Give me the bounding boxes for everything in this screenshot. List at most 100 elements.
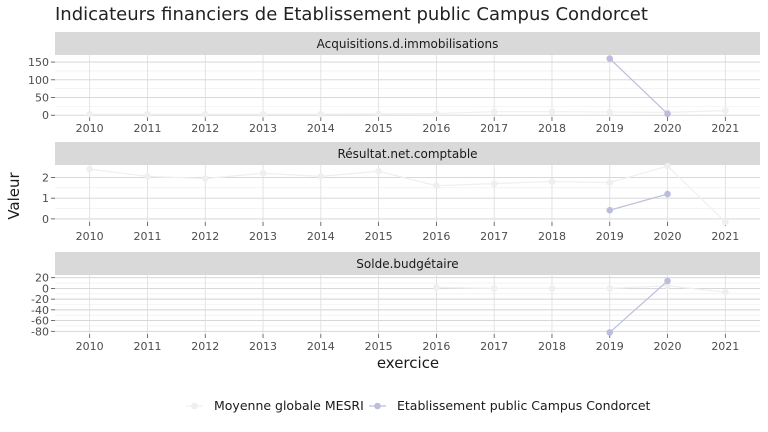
x-tick-label: 2011 xyxy=(133,230,161,243)
y-tick-label: 20 xyxy=(35,272,49,285)
x-tick-label: 2019 xyxy=(596,122,624,135)
legend-label: Moyenne globale MESRI xyxy=(214,398,364,413)
facet-strip xyxy=(55,252,760,275)
data-point xyxy=(259,110,267,118)
x-tick-label: 2013 xyxy=(249,340,277,353)
x-tick-label: 2021 xyxy=(711,340,739,353)
x-tick-label: 2016 xyxy=(422,122,450,135)
x-tick-label: 2016 xyxy=(422,340,450,353)
data-point xyxy=(375,110,382,118)
data-point xyxy=(490,285,498,292)
data-point xyxy=(317,110,325,118)
data-point xyxy=(548,108,556,115)
series-line xyxy=(609,280,668,333)
x-tick-label: 2014 xyxy=(307,230,335,243)
data-point xyxy=(86,165,93,173)
x-tick-label: 2013 xyxy=(249,230,277,243)
x-tick-label: 2010 xyxy=(76,122,104,135)
x-tick-label: 2019 xyxy=(596,230,624,243)
x-tick-label: 2020 xyxy=(654,230,682,243)
data-point xyxy=(722,288,729,296)
y-axis-title: Valeur xyxy=(5,171,23,219)
x-tick-label: 2015 xyxy=(365,122,393,135)
data-point xyxy=(548,178,556,185)
y-tick-label: 1 xyxy=(42,192,49,205)
data-point xyxy=(664,282,671,290)
data-point xyxy=(375,167,382,175)
legend-item: Moyenne globale MESRI xyxy=(186,398,364,413)
facet-panels: Acquisitions.d.immobilisations0501001502… xyxy=(28,32,760,353)
data-point xyxy=(664,190,671,198)
facet-strip xyxy=(55,32,760,55)
data-point xyxy=(664,162,671,170)
data-point xyxy=(144,110,151,118)
y-tick-label: 2 xyxy=(42,171,49,184)
data-point xyxy=(606,108,614,116)
data-point xyxy=(722,107,729,114)
x-tick-label: 2010 xyxy=(76,340,104,353)
data-point xyxy=(490,108,498,115)
x-tick-label: 2014 xyxy=(307,340,335,353)
x-tick-label: 2018 xyxy=(538,230,566,243)
x-tick-label: 2018 xyxy=(538,340,566,353)
y-tick-label: -80 xyxy=(31,325,49,338)
data-point xyxy=(259,169,267,177)
series-line xyxy=(609,58,668,115)
facet-strip-label: Acquisitions.d.immobilisations xyxy=(317,37,499,51)
x-tick-label: 2015 xyxy=(365,230,393,243)
x-tick-label: 2017 xyxy=(480,122,508,135)
data-point xyxy=(433,110,440,117)
chart-title: Indicateurs financiers de Etablissement … xyxy=(55,4,648,25)
data-point xyxy=(201,110,209,118)
data-point xyxy=(664,110,671,118)
data-point xyxy=(722,218,729,226)
data-point xyxy=(86,110,93,118)
x-tick-label: 2021 xyxy=(711,122,739,135)
data-point xyxy=(490,180,498,187)
x-tick-label: 2010 xyxy=(76,230,104,243)
data-point xyxy=(548,285,556,292)
x-tick-label: 2013 xyxy=(249,122,277,135)
data-point xyxy=(606,55,614,62)
legend: Moyenne globale MESRI Etablissement publi… xyxy=(186,398,651,413)
y-tick-label: 100 xyxy=(28,74,49,87)
series-line xyxy=(609,193,668,211)
x-tick-label: 2018 xyxy=(538,122,566,135)
y-tick-label: -40 xyxy=(31,304,49,317)
x-tick-label: 2021 xyxy=(711,230,739,243)
x-tick-label: 2017 xyxy=(480,230,508,243)
facet-panel: Résultat.net.comptable 0 1 2 2010 2011 2012 201… xyxy=(42,142,760,243)
x-tick-label: 2016 xyxy=(422,230,450,243)
x-axis-title: exercice xyxy=(377,354,439,372)
facet-strip-label: Solde.budgétaire xyxy=(356,257,458,271)
facet-panel: Acquisitions.d.immobilisations 0 50 100 150 2… xyxy=(28,32,760,135)
x-tick-label: 2020 xyxy=(654,122,682,135)
data-point xyxy=(606,206,614,214)
x-tick-label: 2020 xyxy=(654,340,682,353)
data-point xyxy=(606,285,614,292)
facet-strip-label: Résultat.net.comptable xyxy=(337,147,477,161)
data-point xyxy=(606,179,614,186)
legend-item: Etablissement public Campus Condorcet xyxy=(369,398,651,413)
series-line xyxy=(436,285,726,293)
data-point xyxy=(664,277,671,285)
x-tick-label: 2015 xyxy=(365,340,393,353)
y-tick-label: -60 xyxy=(31,315,49,328)
x-tick-label: 2011 xyxy=(133,340,161,353)
data-point xyxy=(433,284,440,291)
y-tick-label: 0 xyxy=(42,213,49,226)
y-tick-label: 50 xyxy=(35,92,49,105)
x-tick-label: 2011 xyxy=(133,122,161,135)
data-point xyxy=(201,175,209,182)
series-line xyxy=(89,110,726,115)
data-point xyxy=(606,329,614,336)
x-tick-label: 2014 xyxy=(307,122,335,135)
x-tick-label: 2012 xyxy=(191,230,219,243)
x-tick-label: 2019 xyxy=(596,340,624,353)
data-point xyxy=(144,173,151,180)
facet-strip xyxy=(55,142,760,165)
x-tick-label: 2012 xyxy=(191,340,219,353)
data-point xyxy=(433,182,440,190)
x-tick-label: 2017 xyxy=(480,340,508,353)
